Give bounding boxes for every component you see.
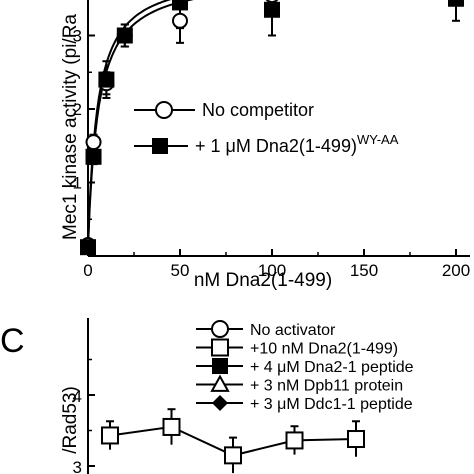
- panel-b-fit-curve-2: [87, 0, 194, 248]
- panel-c-legend: No activator +10 nM Dna2(1-499)+ 4 μM Dna…: [196, 320, 414, 413]
- panel-b-point-filled-square: [172, 0, 188, 11]
- panel-b-point-filled-square: [80, 239, 96, 256]
- panel-b-point-filled-square: [98, 71, 115, 88]
- panel-c-point-open-square: [162, 417, 181, 436]
- panel-b-legend: No competitor + 1 μM Dna2(1-499)WY-AA: [134, 100, 399, 156]
- panel-b-point-filled-square: [85, 148, 102, 165]
- panel-c-legend-label: + 3 nM Dpb11 protein: [250, 378, 403, 395]
- panel-c-y-axis-label: /Rad53): [60, 386, 81, 454]
- panel-c-point-open-square: [224, 446, 242, 465]
- panel-b-axes: [87, 0, 470, 257]
- panel-b-data-points: [80, 0, 464, 256]
- legend-marker-filled-square: [152, 138, 168, 154]
- panel-c-legend-label: + 3 μM Ddc1-1 peptide: [250, 396, 413, 413]
- panel-c-ticks: 43: [73, 358, 95, 474]
- panel-b-x-tick-label: 150: [350, 261, 378, 280]
- panel-b-x-tick-label: 200: [442, 261, 470, 280]
- panel-b-point-open-circle: [172, 12, 188, 29]
- panel-b-y-axis-label: Mec1 kinase activity (pi/Ra: [60, 14, 81, 240]
- panel-c-point-open-square: [285, 431, 304, 450]
- panel-c: C /Rad53) 43 No activator+10 nM Dna2(1-4…: [0, 318, 414, 474]
- legend-label-competitor-superscript: WY-AA: [357, 132, 399, 147]
- panel-b-ticks: 0 50 100 150 200 1 2 3: [73, 27, 471, 281]
- panel-c-point-open-square: [101, 426, 119, 445]
- legend-label-competitor-main: + 1 μM Dna2(1-499): [195, 136, 357, 156]
- panel-c-legend-marker-filled-square: [212, 358, 228, 374]
- panel-b-x-tick-label: 0: [83, 261, 92, 280]
- panel-b-point-open-circle: [85, 134, 102, 151]
- panel-c-legend-marker-filled-diamond: [212, 395, 228, 411]
- panel-b-point-filled-square: [116, 27, 133, 44]
- panel-b-y-tick-label: 2: [73, 100, 82, 119]
- panel-b-point-filled-square: [448, 0, 464, 7]
- panel-b-y-tick-label: 1: [73, 174, 82, 193]
- panel-b-point-filled-square: [264, 1, 280, 18]
- legend-label-no-competitor: No competitor: [202, 100, 314, 120]
- panel-c-legend-label: + 4 μM Dna2-1 peptide: [250, 359, 414, 376]
- panel-c-legend-label: +10 nM Dna2(1-499): [250, 341, 398, 358]
- legend-label-competitor: + 1 μM Dna2(1-499)WY-AA: [195, 132, 399, 156]
- panel-c-legend-label: No activator: [250, 322, 336, 339]
- panel-b: 0 50 100 150 200 1 2 3 nM Dna2(1-499) Mec1 kina…: [60, 0, 470, 291]
- panel-b-x-axis-label: nM Dna2(1-499): [194, 270, 332, 291]
- panel-c-data-series: [101, 408, 365, 474]
- panel-c-legend-marker-open-square: [211, 338, 229, 357]
- panel-b-point-open-circle: [265, 0, 279, 4]
- panel-b-y-tick-label: 3: [73, 27, 82, 46]
- panel-c-y-tick-label: 4: [73, 387, 82, 406]
- panel-c-legend-marker-open-triangle: [210, 374, 230, 392]
- panel-b-fit-curve-1: [87, 0, 172, 248]
- legend-marker-open-circle: [155, 101, 173, 119]
- panel-b-fit-curves: [87, 0, 194, 248]
- panel-c-letter: C: [0, 322, 25, 360]
- panel-c-legend-marker-open-circle: [211, 320, 229, 338]
- panel-c-y-tick-label: 3: [73, 458, 82, 474]
- panel-b-x-tick-label: 100: [258, 261, 286, 280]
- panel-c-point-open-square: [347, 430, 365, 449]
- panel-b-x-tick-label: 50: [171, 261, 190, 280]
